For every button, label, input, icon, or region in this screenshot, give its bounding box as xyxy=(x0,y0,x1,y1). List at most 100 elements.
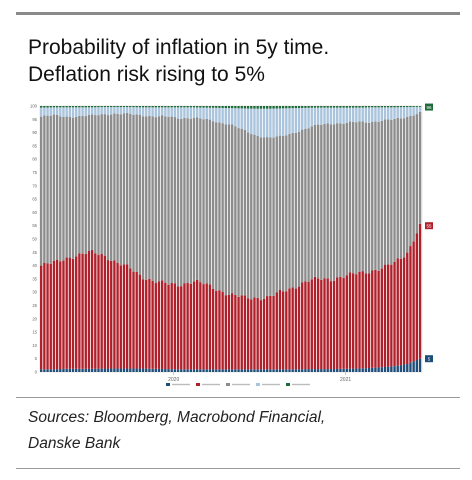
bar-seg-4 xyxy=(199,106,202,108)
bar-seg-0 xyxy=(256,369,259,372)
bar-seg-3 xyxy=(180,107,183,119)
bar-seg-2 xyxy=(116,113,119,263)
bar-seg-1 xyxy=(259,300,263,370)
bar-seg-1 xyxy=(406,252,409,365)
bar-seg-1 xyxy=(313,276,317,370)
bar-seg-4 xyxy=(332,106,336,108)
bar-seg-4 xyxy=(62,106,65,108)
bar-seg-4 xyxy=(68,106,72,108)
bar-seg-0 xyxy=(291,369,294,372)
bar-seg-0 xyxy=(90,368,94,372)
bar-seg-0 xyxy=(272,369,275,372)
bar-seg-2 xyxy=(211,121,215,289)
bar-seg-3 xyxy=(199,107,202,119)
bar-seg-2 xyxy=(43,115,46,263)
bar-seg-0 xyxy=(259,369,263,372)
bar-seg-3 xyxy=(320,107,323,125)
bar-seg-2 xyxy=(202,119,205,285)
x-tick-label: 2020 xyxy=(168,377,179,383)
bar-seg-4 xyxy=(173,106,177,108)
bar-seg-2 xyxy=(246,132,250,299)
bar-seg-1 xyxy=(234,294,237,370)
bar-seg-2 xyxy=(199,118,202,283)
bar-seg-1 xyxy=(215,290,218,370)
bar-seg-0 xyxy=(195,369,199,372)
bar-seg-1 xyxy=(310,279,313,370)
bar-seg-4 xyxy=(129,106,132,108)
bar-seg-0 xyxy=(138,368,142,372)
bar-seg-1 xyxy=(145,279,148,369)
bar-seg-2 xyxy=(145,116,148,280)
bar-seg-4 xyxy=(84,106,87,108)
bar-seg-3 xyxy=(351,107,355,122)
bar-seg-4 xyxy=(180,106,183,108)
bar-seg-0 xyxy=(266,369,269,372)
bar-seg-0 xyxy=(320,369,323,372)
y-tick-label: 65 xyxy=(32,197,37,202)
legend-swatch xyxy=(286,383,290,386)
bar-seg-0 xyxy=(97,368,100,372)
bar-seg-4 xyxy=(224,106,228,109)
bar-seg-1 xyxy=(46,263,49,370)
bar-seg-0 xyxy=(253,369,256,372)
bar-seg-1 xyxy=(316,278,320,370)
bar-seg-0 xyxy=(304,369,307,372)
bar-seg-4 xyxy=(151,106,154,108)
bar-seg-1 xyxy=(396,258,399,366)
bar-seg-3 xyxy=(75,107,78,117)
bar-seg-0 xyxy=(148,368,151,372)
bar-seg-3 xyxy=(110,107,113,115)
bar-seg-1 xyxy=(307,281,310,370)
bar-seg-0 xyxy=(316,369,320,372)
bar-seg-3 xyxy=(412,106,415,116)
bar-seg-2 xyxy=(138,115,142,275)
bar-seg-4 xyxy=(218,106,221,108)
bar-seg-4 xyxy=(418,106,422,107)
y-tick-label: 10 xyxy=(32,343,37,348)
bar-seg-0 xyxy=(288,369,291,372)
bar-seg-0 xyxy=(145,368,148,372)
bar-seg-2 xyxy=(106,115,110,261)
bar-seg-0 xyxy=(125,368,129,372)
bar-seg-0 xyxy=(164,369,167,372)
bar-seg-1 xyxy=(103,255,107,369)
bar-seg-4 xyxy=(313,106,317,108)
bar-seg-1 xyxy=(62,260,65,369)
bar-seg-3 xyxy=(65,107,68,117)
bar-seg-2 xyxy=(221,123,224,292)
bar-seg-2 xyxy=(170,116,173,283)
y-tick-label: 60 xyxy=(32,210,37,215)
bar-seg-2 xyxy=(78,115,81,254)
bar-seg-0 xyxy=(281,369,285,372)
bar-seg-2 xyxy=(157,116,161,282)
bar-seg-4 xyxy=(355,106,358,108)
bar-seg-4 xyxy=(81,106,84,108)
bar-seg-0 xyxy=(393,366,396,372)
bar-seg-0 xyxy=(154,368,157,372)
bar-seg-4 xyxy=(211,106,215,108)
bar-seg-0 xyxy=(110,368,113,372)
bar-seg-1 xyxy=(97,255,100,369)
bar-seg-2 xyxy=(97,115,100,256)
bar-seg-1 xyxy=(122,264,126,369)
bar-seg-3 xyxy=(367,107,371,123)
bar-seg-1 xyxy=(141,279,145,369)
bar-seg-0 xyxy=(313,369,317,372)
bar-seg-4 xyxy=(374,106,377,108)
bar-seg-4 xyxy=(243,106,247,109)
bar-seg-3 xyxy=(310,107,313,127)
bar-seg-4 xyxy=(94,106,97,108)
bar-seg-0 xyxy=(40,369,43,372)
bar-seg-4 xyxy=(364,106,368,108)
bar-seg-1 xyxy=(297,286,301,370)
bar-seg-3 xyxy=(100,107,103,115)
bar-seg-4 xyxy=(231,106,234,109)
bar-seg-0 xyxy=(371,367,374,372)
bar-seg-0 xyxy=(65,368,68,372)
bar-seg-3 xyxy=(186,107,189,119)
bar-seg-1 xyxy=(129,268,132,369)
bar-seg-4 xyxy=(135,106,138,108)
bar-seg-1 xyxy=(81,253,84,369)
bar-seg-1 xyxy=(164,283,167,370)
bar-seg-1 xyxy=(119,265,122,369)
